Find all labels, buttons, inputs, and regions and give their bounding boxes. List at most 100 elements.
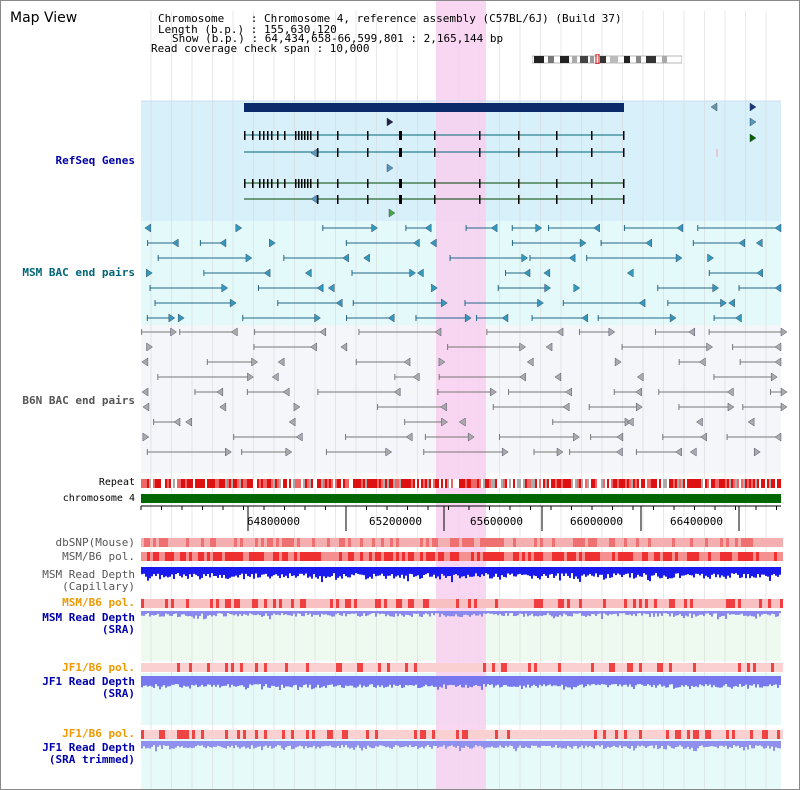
bac-end-arrow <box>545 342 553 352</box>
bac-end-arrow <box>675 253 683 263</box>
bac-end-arrow <box>645 238 652 248</box>
bac-end-arrow <box>774 432 782 442</box>
strand-arrow <box>749 102 757 112</box>
bac-end-arrow <box>409 268 416 278</box>
bac-end-arrow <box>738 238 746 248</box>
selection-highlight[interactable] <box>436 1 486 790</box>
jf1-read-depth-sra-sublabel: (SRA) <box>101 687 135 700</box>
bac-end-arrow <box>727 402 735 412</box>
chromosome-ideogram[interactable] <box>532 54 682 64</box>
bac-end-arrow <box>458 417 466 427</box>
jf1-b6-pol-trimmed-label: JF1/B6 pol. <box>62 727 135 740</box>
bac-end-arrow <box>543 268 551 278</box>
bac-end-arrow <box>146 268 153 278</box>
grid-lines <box>150 11 767 789</box>
bac-end-arrow <box>387 313 395 323</box>
chromosome-bar <box>141 494 781 503</box>
msm-b6-pol-sra-heatmap <box>141 599 783 608</box>
bac-end-arrow <box>556 327 564 337</box>
strand-arrow <box>310 194 318 204</box>
coordinate-axis: 64800000 65200000 65600000 66000000 66400000 <box>140 505 781 531</box>
bac-end-arrow <box>728 298 735 308</box>
strand-arrow <box>749 117 757 127</box>
bac-end-arrow <box>614 357 622 367</box>
bac-end-arrow <box>700 432 707 442</box>
msm-b6-pol-label: MSM/B6 pol. <box>62 550 135 563</box>
bac-end-arrow <box>581 313 588 323</box>
bac-end-arrow <box>141 387 149 397</box>
bac-end-arrow <box>720 298 727 308</box>
coverage-span-info: Read coverage check span : 10,000 <box>151 42 370 55</box>
bac-end-arrow <box>696 417 703 427</box>
bac-end-arrow <box>170 327 177 337</box>
bac-end-arrow <box>424 223 432 233</box>
bac-end-arrow <box>780 327 788 337</box>
bac-end-arrow <box>314 313 321 323</box>
bac-end-arrow <box>626 417 634 427</box>
b6n-bac-end-pairs <box>141 327 788 457</box>
bac-end-arrow <box>616 447 623 457</box>
bac-end-arrow <box>616 432 624 442</box>
bac-end-arrow <box>393 387 401 397</box>
bac-end-arrow <box>282 387 290 397</box>
bac-end-arrow <box>403 357 411 367</box>
bac-end-arrow <box>310 342 317 352</box>
bac-end-arrow <box>774 342 782 352</box>
bac-end-arrow <box>537 298 544 308</box>
page-title: Map View <box>10 10 78 26</box>
bac-end-arrow <box>438 357 446 367</box>
bac-end-arrow <box>221 283 229 293</box>
bac-end-arrow <box>171 238 179 248</box>
bac-end-arrow <box>523 268 531 278</box>
bac-end-arrow <box>754 447 761 457</box>
jf1-read-depth-sra <box>141 676 781 690</box>
bac-end-arrow <box>774 223 782 233</box>
bac-end-arrow <box>235 223 243 233</box>
strand-arrow <box>749 133 757 143</box>
bac-end-arrow <box>319 327 327 337</box>
axis-tick-label: 64800000 <box>247 515 300 528</box>
msm-read-depth-sra-sublabel: (SRA) <box>101 623 135 636</box>
bac-end-arrow <box>771 372 778 382</box>
jf1-b6-pol-label: JF1/B6 pol. <box>62 661 135 674</box>
length-info: Length (b.p.) : 155,630,120 <box>158 23 337 36</box>
bac-end-arrow <box>251 357 258 367</box>
bac-end-arrow <box>335 298 343 308</box>
bac-end-arrow <box>774 283 782 293</box>
bac-end-arrow <box>225 447 232 457</box>
bac-end-arrow <box>579 238 587 248</box>
b6n-bac-end-pairs-label: B6N BAC end pairs <box>22 394 135 407</box>
bac-end-arrow <box>544 283 552 293</box>
bac-end-arrow <box>735 313 742 323</box>
bac-end-arrow <box>417 268 424 278</box>
bac-end-arrow <box>430 238 437 248</box>
bac-end-arrow <box>304 268 312 278</box>
bac-end-arrow <box>219 238 227 248</box>
bac-end-arrow <box>669 313 677 323</box>
jf1-read-depth-sra-label: JF1 Read Depth <box>42 675 135 688</box>
bac-end-arrow <box>173 417 181 427</box>
strand-arrow <box>710 102 718 112</box>
bac-end-arrow <box>676 223 684 233</box>
msm-b6-pol-sra-label: MSM/B6 pol. <box>62 596 135 609</box>
msm-read-depth-capillary-label: MSM Read Depth <box>42 568 135 581</box>
jf1-b6-pol-heatmap <box>141 663 783 672</box>
msm-read-depth-capillary-sublabel: (Capillary) <box>62 580 135 593</box>
bac-end-arrow <box>608 327 616 337</box>
dbsnp-heatmap <box>141 538 783 547</box>
bac-end-arrow <box>146 342 153 352</box>
bac-end-arrow <box>431 283 438 293</box>
bac-end-arrow <box>562 402 570 412</box>
bac-end-arrow <box>573 283 581 293</box>
bac-end-arrow <box>706 342 713 352</box>
msm-b6-pol-heatmap <box>141 552 783 561</box>
bac-end-arrow <box>521 253 529 263</box>
bac-end-arrow <box>141 357 149 367</box>
bac-end-arrow <box>405 432 413 442</box>
bac-end-arrow <box>780 402 788 412</box>
bac-end-arrow <box>434 327 442 337</box>
bac-end-arrow <box>144 223 152 233</box>
bac-end-arrow <box>755 238 763 248</box>
msm-read-depth-capillary <box>141 567 781 583</box>
